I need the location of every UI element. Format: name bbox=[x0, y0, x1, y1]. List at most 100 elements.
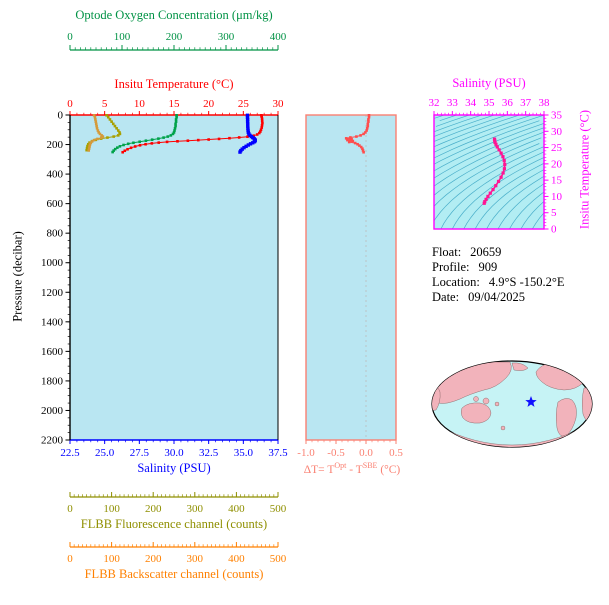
float-location-star bbox=[525, 396, 537, 407]
svg-text:15: 15 bbox=[169, 98, 181, 110]
svg-text:10: 10 bbox=[551, 191, 563, 203]
svg-text:34: 34 bbox=[465, 97, 477, 109]
svg-text:0: 0 bbox=[67, 31, 73, 43]
svg-text:20: 20 bbox=[203, 98, 215, 110]
svg-text:35: 35 bbox=[551, 110, 563, 122]
svg-text:0: 0 bbox=[551, 224, 557, 236]
ts-temperature-axis-title: Insitu Temperature (°C) bbox=[577, 109, 592, 230]
salinity-axis-title: Salinity (PSU) bbox=[137, 461, 211, 475]
map-land-island bbox=[494, 401, 500, 407]
svg-text:25.0: 25.0 bbox=[95, 447, 115, 459]
svg-text:100: 100 bbox=[103, 503, 120, 515]
svg-text:32.5: 32.5 bbox=[199, 447, 219, 459]
delta-t-axis: -1.0 -0.5 0.0 0.5 bbox=[297, 440, 403, 459]
svg-text:200: 200 bbox=[145, 553, 162, 565]
svg-text:200: 200 bbox=[47, 139, 64, 151]
ts-salinity-axis: 32 33 34 35 36 37 38 bbox=[429, 97, 551, 115]
map-land-new-zealand bbox=[500, 425, 506, 431]
backscatter-series bbox=[87, 113, 105, 152]
svg-text:0: 0 bbox=[58, 110, 64, 122]
svg-text:1200: 1200 bbox=[41, 287, 64, 299]
svg-text:0.5: 0.5 bbox=[389, 447, 403, 459]
delta-t-series bbox=[344, 113, 371, 154]
svg-text:-0.5: -0.5 bbox=[327, 447, 345, 459]
delta-t-panel bbox=[305, 114, 397, 441]
backscatter-axis-title: FLBB Backscatter channel (counts) bbox=[84, 567, 264, 581]
temperature-axis-title: Insitu Temperature (°C) bbox=[114, 77, 234, 91]
svg-text:400: 400 bbox=[47, 169, 64, 181]
profile-number-line: Profile: 909 bbox=[432, 260, 498, 274]
svg-text:20: 20 bbox=[551, 158, 563, 170]
oxygen-series bbox=[111, 113, 178, 154]
svg-text:0.0: 0.0 bbox=[359, 447, 373, 459]
date-line: Date: 09/04/2025 bbox=[432, 290, 526, 304]
map-land-new-guinea bbox=[482, 397, 490, 405]
svg-text:37: 37 bbox=[520, 97, 532, 109]
backscatter-axis: 0 100 200 300 400 500 bbox=[67, 542, 287, 565]
oxygen-axis-title: Optode Oxygen Concentration (μm/kg) bbox=[75, 8, 273, 22]
svg-text:1600: 1600 bbox=[41, 346, 64, 358]
svg-text:30: 30 bbox=[273, 98, 285, 110]
float-id-line: Float: 20659 bbox=[432, 245, 502, 259]
svg-text:15: 15 bbox=[551, 175, 563, 187]
svg-text:35.0: 35.0 bbox=[234, 447, 254, 459]
svg-text:200: 200 bbox=[166, 31, 183, 43]
oxygen-axis: 0 100 200 300 400 bbox=[67, 31, 287, 51]
main-profile-panel bbox=[69, 114, 279, 441]
ts-series bbox=[482, 137, 507, 205]
svg-text:2200: 2200 bbox=[41, 435, 64, 447]
density-contours bbox=[434, 115, 544, 229]
temperature-axis: 0 5 10 15 20 25 30 bbox=[67, 98, 284, 115]
world-map bbox=[431, 360, 593, 448]
location-line: Location: 4.9°S -150.2°E bbox=[432, 275, 565, 289]
fluorescence-axis: 0 100 200 300 400 500 bbox=[67, 492, 287, 515]
map-land-indonesia bbox=[473, 396, 479, 402]
fluorescence-axis-title: FLBB Fluorescence channel (counts) bbox=[80, 517, 268, 531]
svg-text:400: 400 bbox=[228, 553, 245, 565]
map-land-siberia-alaska bbox=[511, 362, 529, 371]
svg-text:32: 32 bbox=[429, 97, 440, 109]
svg-text:25: 25 bbox=[551, 142, 563, 154]
svg-text:33: 33 bbox=[447, 97, 459, 109]
salinity-axis: 22.5 25.0 27.5 30.0 32.5 35.0 37.5 bbox=[60, 440, 288, 459]
delta-t-axis-title: ΔT= TOpt - TSBE (°C) bbox=[303, 461, 401, 476]
svg-text:200: 200 bbox=[145, 503, 162, 515]
svg-text:100: 100 bbox=[114, 31, 131, 43]
map-land-south-america bbox=[556, 398, 577, 437]
svg-text:100: 100 bbox=[103, 553, 120, 565]
svg-text:1400: 1400 bbox=[41, 316, 64, 328]
svg-text:22.5: 22.5 bbox=[60, 447, 80, 459]
svg-text:0: 0 bbox=[67, 98, 73, 110]
svg-text:27.5: 27.5 bbox=[130, 447, 150, 459]
svg-text:5: 5 bbox=[102, 98, 108, 110]
map-land-africa-right bbox=[582, 387, 592, 422]
svg-text:-1.0: -1.0 bbox=[297, 447, 315, 459]
map-land-australia bbox=[461, 402, 492, 424]
svg-text:1000: 1000 bbox=[41, 257, 64, 269]
svg-text:400: 400 bbox=[228, 503, 245, 515]
svg-text:400: 400 bbox=[270, 31, 287, 43]
salinity-series bbox=[238, 113, 257, 154]
svg-text:5: 5 bbox=[551, 207, 557, 219]
ts-temperature-axis: 0 5 10 15 20 25 30 35 bbox=[544, 110, 563, 236]
svg-text:0: 0 bbox=[67, 503, 73, 515]
svg-text:300: 300 bbox=[187, 553, 204, 565]
svg-text:10: 10 bbox=[134, 98, 146, 110]
svg-text:800: 800 bbox=[47, 228, 64, 240]
map-land-greenland bbox=[577, 363, 591, 375]
svg-text:1800: 1800 bbox=[41, 375, 64, 387]
svg-text:35: 35 bbox=[484, 97, 496, 109]
svg-text:30: 30 bbox=[551, 126, 563, 138]
pressure-axis-title: Pressure (decibar) bbox=[10, 231, 25, 322]
ts-salinity-axis-title: Salinity (PSU) bbox=[452, 76, 526, 90]
svg-text:37.5: 37.5 bbox=[268, 447, 288, 459]
svg-text:500: 500 bbox=[270, 553, 287, 565]
svg-text:600: 600 bbox=[47, 198, 64, 210]
svg-text:36: 36 bbox=[502, 97, 514, 109]
svg-text:0: 0 bbox=[67, 553, 73, 565]
svg-text:500: 500 bbox=[270, 503, 287, 515]
svg-text:38: 38 bbox=[539, 97, 551, 109]
svg-text:300: 300 bbox=[187, 503, 204, 515]
